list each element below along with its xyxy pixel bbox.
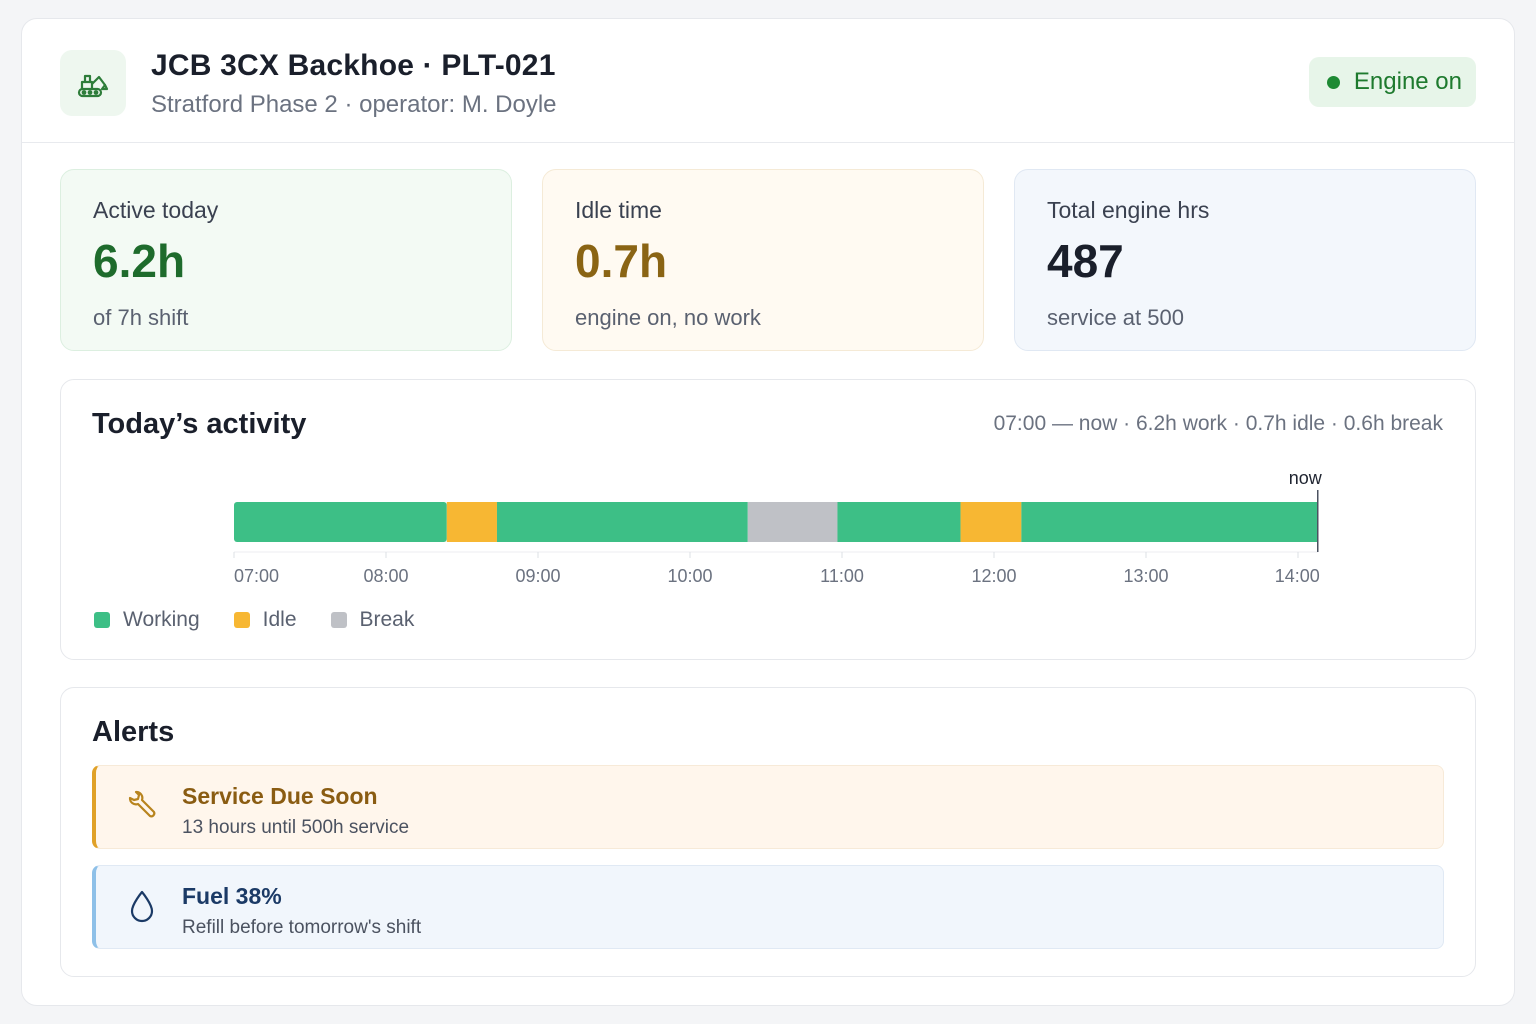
stat-label: Active today (93, 197, 219, 223)
timeline-tick-label: 12:00 (971, 566, 1016, 586)
stat-card-idle: Idle time 0.7h engine on, no work (542, 169, 984, 351)
timeline-segment-idle[interactable] (960, 502, 1022, 542)
alert-title: Fuel 38% (182, 883, 282, 909)
stat-subtext: of 7h shift (93, 304, 189, 330)
timeline-segment-working[interactable] (837, 502, 961, 542)
timeline-tick-label: 13:00 (1123, 566, 1168, 586)
activity-legend: Working Idle Break (94, 608, 448, 632)
timeline-segment-working[interactable] (496, 502, 748, 542)
droplet-icon (122, 886, 162, 926)
activity-timeline: 07:00 08:00 09:00 10:00 11:00 12:00 13:00 14:00… (61, 380, 1477, 661)
alert-description: Refill before tomorrow's shift (182, 917, 422, 938)
timeline-segment-working[interactable] (1021, 502, 1318, 542)
stat-card-engine-hours: Total engine hrs 487 service at 500 (1014, 169, 1476, 351)
stat-value: 6.2h (93, 235, 186, 287)
stat-label: Idle time (575, 197, 662, 223)
activity-title: Today’s activity (92, 408, 307, 440)
timeline-segment-working[interactable] (234, 502, 447, 542)
alerts-title: Alerts (92, 716, 175, 748)
legend-swatch (233, 612, 250, 628)
timeline-tick-label: 10:00 (667, 566, 712, 586)
status-dot-icon (1326, 75, 1340, 89)
stat-card-active: Active today 6.2h of 7h shift (60, 169, 512, 351)
engine-status-label: Engine on (1353, 68, 1462, 95)
timeline-tick-label: 09:00 (515, 566, 560, 586)
timeline-tick-label: 07:00 (234, 566, 279, 586)
alert-service-due[interactable]: Service Due Soon 13 hours until 500h ser… (92, 765, 1444, 849)
stats-row: Active today 6.2h of 7h shift Idle time … (60, 169, 1476, 351)
equipment-title: JCB 3CX Backhoe · PLT-021 (151, 49, 556, 82)
excavator-icon (60, 50, 126, 116)
equipment-card: JCB 3CX Backhoe · PLT-021 Stratford Phas… (21, 18, 1515, 1006)
activity-timeline-chart: 07:00 08:00 09:00 10:00 11:00 12:00 13:00 14:00… (233, 468, 1323, 586)
now-marker-label: now (1289, 468, 1323, 488)
stat-label: Total engine hrs (1047, 197, 1210, 223)
wrench-icon (122, 786, 162, 826)
alerts-panel: Alerts Service Due Soon 13 hours until 5… (60, 687, 1476, 977)
legend-label: Working (123, 608, 200, 631)
timeline-tick-label: 08:00 (363, 566, 408, 586)
equipment-header: JCB 3CX Backhoe · PLT-021 Stratford Phas… (22, 19, 1514, 143)
stat-value: 0.7h (575, 235, 668, 287)
stat-value: 487 (1047, 235, 1124, 287)
activity-panel: Today’s activity 07:00 — now · 6.2h work… (60, 379, 1476, 660)
alert-title: Service Due Soon (182, 783, 378, 809)
timeline-segment-break[interactable] (747, 502, 838, 542)
alert-fuel-level[interactable]: Fuel 38% Refill before tomorrow's shift (92, 865, 1444, 949)
legend-item-working: Working (94, 608, 200, 632)
legend-label: Break (359, 608, 415, 631)
activity-summary: 07:00 — now · 6.2h work · 0.7h idle · 0.… (993, 412, 1443, 435)
legend-swatch (94, 612, 110, 628)
legend-item-break: Break (330, 608, 415, 632)
legend-item-idle: Idle (233, 608, 297, 632)
timeline-tick-label: 11:00 (820, 566, 864, 586)
stat-subtext: service at 500 (1047, 304, 1184, 330)
engine-status-badge: Engine on (1308, 57, 1476, 107)
legend-label: Idle (262, 608, 297, 631)
timeline-tick-label: 14:00 (1275, 566, 1320, 586)
alert-description: 13 hours until 500h service (182, 817, 410, 838)
legend-swatch (330, 612, 347, 628)
equipment-subtitle: Stratford Phase 2 · operator: M. Doyle (151, 91, 557, 118)
timeline-segment-idle[interactable] (446, 502, 497, 542)
stat-subtext: engine on, no work (575, 304, 761, 330)
